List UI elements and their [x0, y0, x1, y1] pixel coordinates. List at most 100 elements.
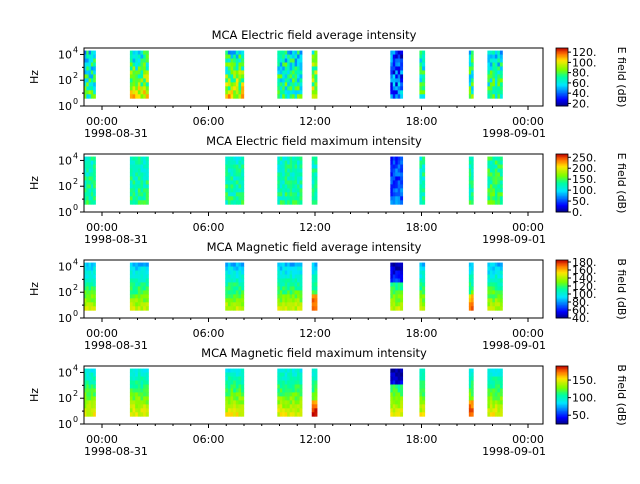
- spectrogram-cell: [471, 192, 474, 197]
- spectrogram-cell: [497, 270, 501, 275]
- spectrogram-cell: [311, 156, 315, 161]
- spectrogram-cell: [489, 274, 493, 279]
- spectrogram-cell: [419, 180, 423, 185]
- spectrogram-cell: [233, 156, 237, 161]
- spectrogram-cell: [90, 408, 94, 413]
- spectrogram-cell: [277, 94, 281, 99]
- spectrogram-cell: [289, 90, 293, 95]
- spectrogram-cell: [289, 50, 293, 55]
- spectrogram-cell: [311, 302, 315, 307]
- spectrogram-cell: [487, 368, 491, 373]
- y-tick-exponent: 2: [73, 177, 78, 186]
- spectrogram-cell: [289, 54, 293, 59]
- spectrogram-cell: [494, 66, 498, 71]
- spectrogram-cell: [235, 412, 239, 417]
- spectrogram-cell: [294, 156, 298, 161]
- spectrogram-cell: [284, 408, 288, 413]
- spectrogram-cell: [489, 306, 493, 311]
- spectrogram-cell: [235, 408, 239, 413]
- spectrogram-cell: [143, 90, 147, 95]
- spectrogram-cell: [392, 160, 396, 165]
- spectrogram-cell: [235, 90, 239, 95]
- spectrogram-cell: [489, 302, 493, 307]
- colorbar-tick-label: 250.: [572, 151, 597, 164]
- spectrogram-cell: [492, 412, 496, 417]
- spectrogram-cell: [395, 86, 399, 91]
- spectrogram-cell: [492, 50, 496, 55]
- spectrogram-cell: [88, 200, 92, 205]
- spectrogram-cell: [145, 404, 149, 409]
- spectrogram-cell: [284, 412, 288, 417]
- spectrogram-cell: [277, 50, 281, 55]
- spectrogram-cell: [299, 62, 303, 67]
- spectrogram-cell: [497, 278, 501, 283]
- spectrogram-cell: [233, 164, 237, 169]
- spectrogram-cell: [400, 396, 404, 401]
- data-segment: [419, 50, 426, 99]
- spectrogram-cell: [284, 282, 288, 287]
- spectrogram-cell: [499, 78, 503, 83]
- spectrogram-cell: [279, 412, 283, 417]
- colorbar-swatch: [556, 191, 568, 194]
- spectrogram-cell: [88, 294, 92, 299]
- spectrogram-cell: [129, 176, 133, 181]
- spectrogram-cell: [390, 188, 394, 193]
- colorbar-swatch: [556, 49, 568, 52]
- spectrogram-cell: [419, 176, 423, 181]
- colorbar-swatch: [556, 193, 568, 195]
- spectrogram-cell: [397, 392, 401, 397]
- spectrogram-cell: [93, 58, 96, 63]
- spectrogram-cell: [227, 62, 231, 67]
- spectrogram-cell: [235, 266, 239, 271]
- spectrogram-cell: [494, 372, 498, 377]
- spectrogram-cell: [395, 388, 399, 393]
- spectrogram-cell: [471, 184, 474, 189]
- spectrogram-cell: [135, 290, 139, 295]
- spectrogram-cell: [489, 392, 493, 397]
- colorbar-swatch: [556, 261, 568, 264]
- spectrogram-cell: [129, 156, 133, 161]
- spectrogram-cell: [132, 86, 136, 91]
- spectrogram-cell: [294, 94, 298, 99]
- spectrogram-cell: [135, 184, 139, 189]
- spectrogram-cell: [395, 262, 399, 267]
- spectrogram-cell: [422, 392, 426, 397]
- spectrogram-cell: [145, 306, 149, 311]
- spectrogram-cell: [494, 282, 498, 287]
- spectrogram-cell: [227, 290, 231, 295]
- spectrogram-cell: [145, 62, 149, 67]
- colorbar-tick-label: 150.: [572, 173, 597, 186]
- spectrogram-cell: [284, 200, 288, 205]
- colorbar-swatch: [556, 399, 568, 402]
- spectrogram-cell: [140, 192, 144, 197]
- spectrogram-cell: [86, 388, 89, 393]
- spectrogram-cell: [284, 404, 288, 409]
- spectrogram-cell: [487, 388, 491, 393]
- spectrogram-cell: [494, 392, 498, 397]
- spectrogram-cell: [311, 90, 315, 95]
- spectrogram-cell: [90, 188, 94, 193]
- colorbar-swatch: [556, 264, 568, 267]
- colorbar-swatch: [556, 284, 568, 287]
- spectrogram-cell: [392, 164, 396, 169]
- spectrogram-cell: [143, 408, 147, 413]
- spectrogram-cell: [492, 168, 496, 173]
- spectrogram-cell: [86, 306, 89, 311]
- spectrogram-cell: [90, 74, 94, 79]
- spectrogram-cell: [238, 282, 242, 287]
- spectrogram-cell: [468, 86, 472, 91]
- spectrogram-cell: [297, 160, 300, 165]
- colorbar-swatch: [556, 395, 568, 397]
- colorbar-tick-label: 140.: [572, 272, 597, 285]
- spectrogram-cell: [282, 286, 286, 291]
- spectrogram-cell: [284, 294, 288, 299]
- spectrogram-cell: [235, 156, 239, 161]
- spectrogram-cell: [145, 282, 149, 287]
- spectrogram-cell: [84, 396, 87, 401]
- spectrogram-cell: [90, 176, 94, 181]
- spectrogram-cell: [468, 278, 472, 283]
- spectrogram-cell: [287, 388, 291, 393]
- spectrogram-cell: [279, 298, 283, 303]
- spectrogram-cell: [471, 294, 474, 299]
- spectrogram-cell: [390, 278, 394, 283]
